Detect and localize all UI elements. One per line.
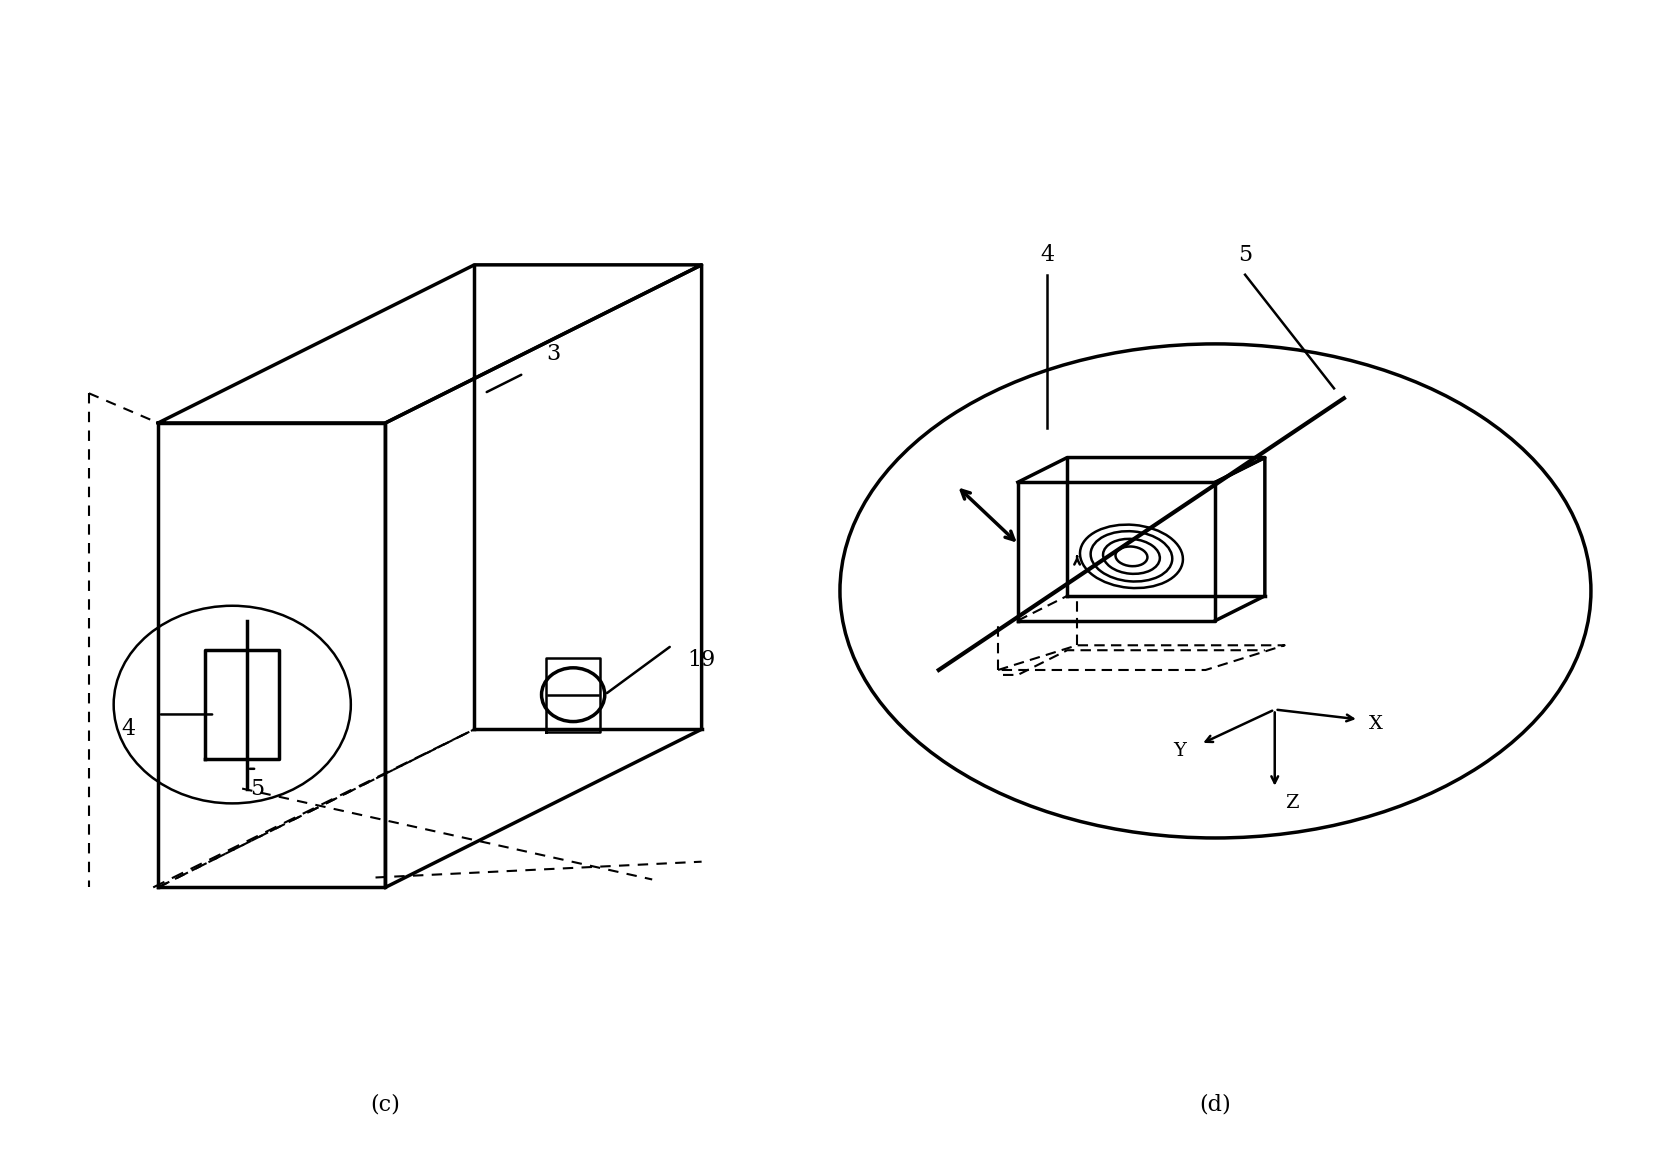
- Text: 5: 5: [249, 778, 264, 800]
- Text: (d): (d): [1199, 1094, 1231, 1116]
- Text: X: X: [1369, 715, 1383, 733]
- Text: 3: 3: [547, 343, 560, 365]
- Text: Y: Y: [1174, 742, 1185, 760]
- Text: 4: 4: [1040, 244, 1055, 266]
- Text: 5: 5: [1237, 244, 1252, 266]
- Text: Z: Z: [1284, 794, 1297, 813]
- Text: 19: 19: [687, 649, 716, 671]
- Text: (c): (c): [371, 1094, 400, 1116]
- Text: 4: 4: [122, 718, 135, 740]
